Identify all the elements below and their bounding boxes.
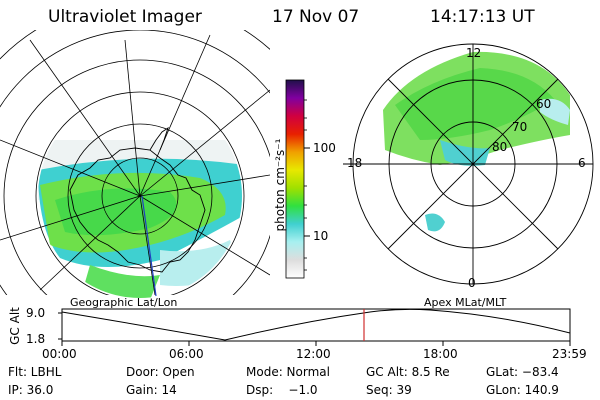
right-panel-caption: Apex MLat/MLT — [424, 296, 507, 309]
door-status: Door: Open — [126, 365, 195, 379]
altitude-ytick-high: 9.0 — [26, 306, 46, 320]
ip-status: IP: 36.0 — [8, 383, 54, 397]
mlt-12-label: 12 — [466, 46, 482, 60]
time-tick-0000: 00:00 — [42, 347, 77, 361]
geographic-map — [0, 30, 270, 298]
mlt-18-label: 18 — [347, 156, 363, 170]
coastline — [69, 126, 206, 273]
instrument-title: Ultraviolet Imager — [48, 7, 202, 27]
glat-status: GLat: −83.4 — [486, 365, 559, 379]
right-aurora — [383, 51, 570, 232]
gc-alt-status: GC Alt: 8.5 Re — [366, 365, 450, 379]
colorbar-tick-100: 100 — [313, 141, 336, 155]
time-tick-2359: 23:59 — [552, 347, 587, 361]
mlt-0-label: 0 — [468, 276, 476, 290]
altitude-ylabel: GC Alt — [7, 307, 22, 345]
time-tick-0600: 06:00 — [169, 347, 204, 361]
altitude-curve — [61, 308, 571, 341]
time-tick-1200: 12:00 — [296, 347, 331, 361]
seq-status: Seq: 39 — [366, 383, 412, 397]
glon-status: GLon: 140.9 — [486, 383, 559, 397]
magnetic-map — [343, 43, 594, 285]
left-aurora — [38, 140, 242, 298]
mlat-60-label: 60 — [536, 97, 552, 111]
filter-status: Flt: LBHL — [8, 365, 62, 379]
colorbar-unit-label: photon cm⁻²s⁻¹ — [273, 138, 287, 232]
altitude-plot — [58, 308, 571, 346]
orbit-line — [141, 195, 157, 297]
mode-status: Mode: Normal — [246, 365, 330, 379]
date-label: 17 Nov 07 — [272, 7, 360, 27]
altitude-ytick-low: 1.8 — [26, 332, 46, 346]
time-label: 14:17:13 UT — [430, 7, 535, 27]
gain-status: Gain: 14 — [126, 383, 177, 397]
colorbar — [285, 79, 310, 279]
mlat-80-label: 80 — [492, 140, 508, 154]
right-grid — [343, 43, 594, 285]
time-tick-1800: 18:00 — [423, 347, 458, 361]
colorbar-tick-10: 10 — [313, 229, 329, 243]
mlt-6-label: 6 — [578, 156, 586, 170]
mlat-70-label: 70 — [512, 120, 528, 134]
dsp-status: Dsp: −1.0 — [246, 383, 318, 397]
left-panel-caption: Geographic Lat/Lon — [70, 296, 178, 309]
left-grid — [0, 30, 270, 295]
